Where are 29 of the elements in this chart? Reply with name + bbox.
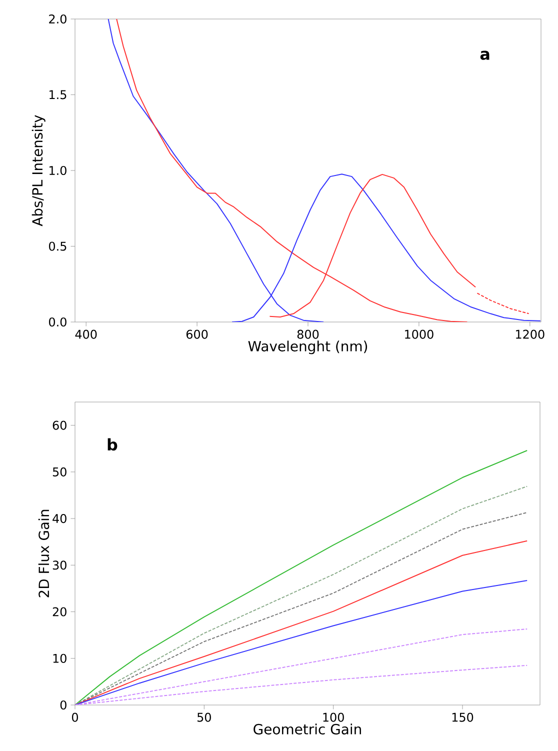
y-tick-label: 60: [52, 420, 66, 430]
y-tick-label: 40: [52, 514, 66, 524]
x-tick-label: 1000: [405, 330, 434, 339]
y-tick-label: 10: [53, 654, 66, 663]
x-tick-label: 150: [452, 712, 474, 722]
x-tick-label: 800: [297, 330, 319, 339]
annotation: b: [108, 438, 118, 451]
line-series: [75, 580, 528, 705]
y-tick-label: 0.5: [48, 242, 66, 251]
y-tick-label: 0.0: [48, 317, 66, 327]
y-tick-label: 2.0: [49, 14, 66, 24]
y-axis-title: Abs/PL Intensity: [32, 115, 46, 226]
line-series: [476, 292, 530, 314]
annotation: a: [480, 50, 490, 60]
y-tick-label: 1.0: [50, 166, 66, 176]
x-tick-label: 50: [197, 712, 211, 722]
x-tick-label: 400: [75, 330, 97, 339]
y-tick-label: 50: [52, 467, 66, 476]
x-tick-label: 1200: [516, 330, 544, 339]
y-tick-label: 0: [60, 700, 66, 710]
y-tick-label: 20: [52, 607, 66, 616]
x-axis-title: Wavelenght (nm): [248, 340, 368, 354]
x-axis-title: Geometric Gain: [254, 724, 361, 734]
y-tick-label: 1.5: [50, 90, 66, 100]
y-axis-title: 2D Flux Gain: [38, 510, 50, 598]
x-tick-label: 600: [186, 330, 208, 339]
x-tick-label: 100: [323, 712, 344, 722]
y-tick-label: 30: [52, 560, 66, 570]
x-tick-label: 0: [72, 712, 78, 722]
